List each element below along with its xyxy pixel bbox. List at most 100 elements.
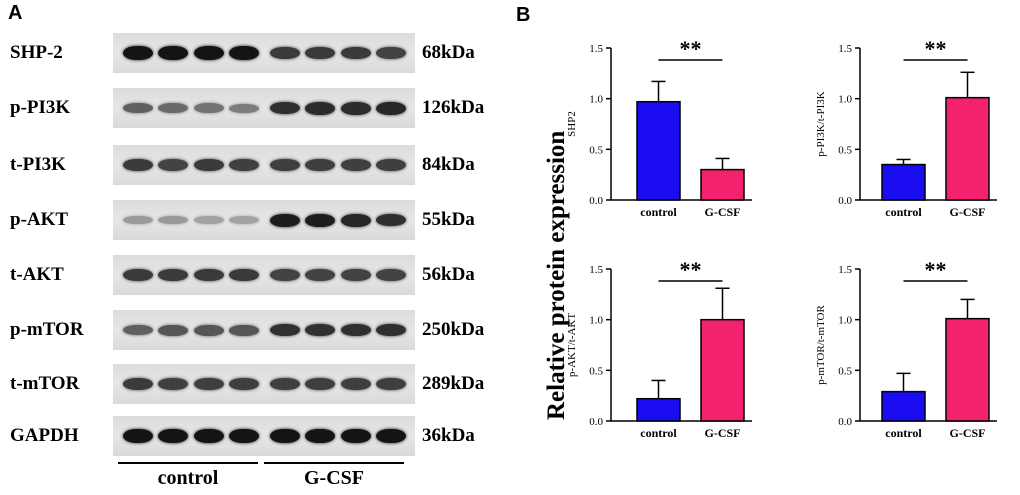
blot-band [194, 325, 224, 336]
blot-name-p-akt: p-AKT [10, 209, 69, 230]
x-tick-label: control [640, 426, 677, 440]
blot-band [123, 103, 153, 113]
blot-band [229, 104, 259, 113]
blot-strip-t-akt [113, 255, 415, 295]
blot-band [270, 47, 300, 59]
blot-band [270, 324, 300, 336]
blot-strip-t-pi3k [113, 145, 415, 185]
x-tick-label: G-CSF [705, 426, 741, 440]
blot-name-p-mtor: p-mTOR [10, 319, 84, 340]
blot-band [305, 324, 335, 336]
blot-band [270, 159, 300, 171]
blot-band [123, 216, 153, 224]
significance-marker: ** [925, 257, 947, 282]
blot-band [305, 159, 335, 171]
blot-band [158, 269, 188, 281]
blot-band [158, 46, 188, 60]
blot-band [341, 214, 371, 227]
bar-g-csf [700, 168, 745, 201]
y-tick-label: 1.5 [838, 264, 852, 276]
blot-band [229, 46, 259, 60]
y-tick-label: 0.0 [838, 195, 852, 207]
blot-band [341, 378, 371, 390]
blot-band [376, 429, 406, 443]
y-tick-label: 1.0 [589, 94, 603, 106]
bar-control [881, 390, 926, 422]
x-tick-label: control [885, 426, 922, 440]
significance-marker: ** [680, 257, 702, 282]
chart-y-axis-label: p-PI3K/t-PI3K [815, 91, 827, 156]
bar-g-csf [700, 318, 745, 422]
blot-band [341, 324, 371, 336]
blot-band [270, 102, 300, 114]
blot-band [305, 102, 335, 115]
blot-band [123, 46, 153, 60]
blot-band [341, 269, 371, 281]
blot-band [194, 429, 224, 443]
blot-size-p-mtor: 250kDa [422, 319, 485, 340]
chart-y-axis-label: SHP2 [566, 111, 578, 137]
blot-band [194, 159, 224, 171]
blot-band [229, 269, 259, 281]
blot-strip-t-mtor [113, 364, 415, 404]
blot-band [376, 102, 406, 115]
blot-band [376, 378, 406, 390]
y-tick-label: 0.0 [589, 195, 603, 207]
blot-band [270, 214, 300, 227]
bar-g-csf [945, 96, 990, 201]
gcsf-group-bar [264, 462, 404, 464]
blot-band [341, 159, 371, 171]
blot-band [229, 159, 259, 171]
blot-strip-p-akt [113, 200, 415, 240]
blot-band [194, 216, 224, 224]
blot-band [305, 429, 335, 443]
blot-band [270, 378, 300, 390]
x-tick-label: control [885, 205, 922, 219]
blot-name-shp-2: SHP-2 [10, 42, 63, 63]
blot-name-t-mtor: t-mTOR [10, 373, 80, 394]
bar-g-csf [945, 317, 990, 422]
blot-band [194, 378, 224, 390]
significance-marker: ** [680, 36, 702, 61]
blot-band [341, 429, 371, 443]
blot-band [341, 102, 371, 115]
blot-strip-p-mtor [113, 310, 415, 350]
blot-band [376, 159, 406, 171]
blot-band [194, 269, 224, 281]
y-tick-label: 0.0 [589, 416, 603, 428]
blot-band [305, 378, 335, 390]
y-tick-label: 1.5 [589, 264, 603, 276]
y-tick-label: 1.5 [589, 43, 603, 55]
blot-name-t-pi3k: t-PI3K [10, 154, 66, 175]
blot-band [270, 269, 300, 281]
blot-band [376, 324, 406, 336]
blot-band [123, 325, 153, 335]
blot-band [158, 159, 188, 171]
y-tick-label: 0.5 [838, 365, 852, 377]
significance-marker: ** [925, 36, 947, 61]
blot-band [305, 47, 335, 59]
blot-band [158, 429, 188, 443]
y-tick-label: 1.0 [589, 315, 603, 327]
x-tick-label: G-CSF [950, 205, 986, 219]
blot-size-gapdh: 36kDa [422, 425, 475, 446]
bar-control [636, 100, 681, 201]
blot-size-p-akt: 55kDa [422, 209, 475, 230]
blot-band [123, 378, 153, 390]
blot-band [158, 325, 188, 336]
blot-band [194, 103, 224, 113]
blot-band [305, 214, 335, 227]
x-tick-label: G-CSF [950, 426, 986, 440]
blot-band [158, 103, 188, 113]
y-tick-label: 0.5 [589, 365, 603, 377]
blot-strip-p-pi3k [113, 88, 415, 128]
blot-strip-gapdh [113, 416, 415, 456]
y-tick-label: 0.0 [838, 416, 852, 428]
bar-control [636, 397, 681, 422]
blot-size-t-akt: 56kDa [422, 264, 475, 285]
blot-name-t-akt: t-AKT [10, 264, 64, 285]
y-tick-label: 1.0 [838, 315, 852, 327]
blot-band [158, 378, 188, 390]
blot-name-p-pi3k: p-PI3K [10, 97, 71, 118]
